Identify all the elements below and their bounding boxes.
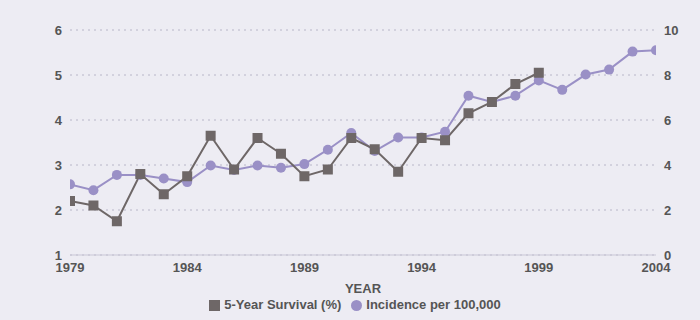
svg-text:1999: 1999	[524, 260, 553, 275]
svg-text:2: 2	[664, 203, 671, 218]
svg-text:1994: 1994	[407, 260, 437, 275]
svg-text:YEAR: YEAR	[345, 281, 382, 296]
html-text:5-Year Survival (%): 5-Year Survival (%)	[224, 297, 342, 312]
svg-text:1: 1	[55, 248, 62, 263]
svg-text:2004: 2004	[641, 260, 671, 276]
svg-text:8: 8	[664, 68, 671, 83]
svg-text:0: 0	[664, 248, 671, 263]
svg-text:1979: 1979	[55, 260, 85, 276]
html-text:Incidence per 100,000: Incidence per 100,000	[366, 297, 501, 312]
svg-text:5: 5	[55, 68, 62, 83]
svg-text:4: 4	[55, 113, 63, 128]
svg-text:2: 2	[55, 203, 62, 218]
svg-text:1984: 1984	[173, 260, 203, 275]
svg-text:10: 10	[664, 23, 678, 38]
svg-text:4: 4	[664, 158, 672, 173]
svg-text:1989: 1989	[290, 260, 319, 275]
svg-text:3: 3	[55, 158, 62, 173]
svg-text:6: 6	[664, 113, 671, 128]
svg-text:6: 6	[55, 23, 62, 38]
